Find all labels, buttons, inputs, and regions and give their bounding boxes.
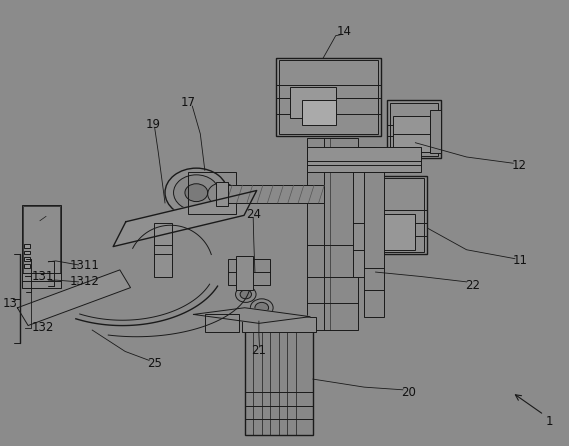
Bar [353,147,376,277]
Bar [225,185,324,203]
Circle shape [30,233,50,249]
Circle shape [250,299,273,317]
Bar [302,100,336,125]
Text: 24: 24 [246,207,261,221]
Bar [236,256,253,290]
Bar [216,182,228,206]
Circle shape [33,215,47,226]
Text: 17: 17 [180,96,195,109]
Text: 19: 19 [146,118,161,132]
Bar [290,87,336,118]
Circle shape [174,175,219,211]
Circle shape [27,211,52,231]
Circle shape [185,184,208,202]
Bar [24,264,30,268]
Text: 132: 132 [31,321,54,334]
Bar [381,178,424,252]
Bar [307,138,358,330]
Circle shape [294,94,326,119]
Bar [387,100,441,158]
Text: 1312: 1312 [69,275,99,289]
Bar [23,206,60,273]
Bar [154,223,172,277]
Text: 12: 12 [512,159,526,173]
Circle shape [255,302,269,313]
Circle shape [236,286,256,302]
Bar [430,110,441,153]
Text: 1: 1 [545,415,553,428]
Text: 21: 21 [251,343,266,357]
Circle shape [240,290,251,299]
Bar [205,314,239,332]
Bar [188,172,236,214]
Text: 1311: 1311 [69,259,99,272]
Bar [279,60,378,134]
Bar [228,259,270,285]
Text: 22: 22 [465,279,480,292]
Circle shape [35,237,45,245]
Bar [245,328,313,435]
Bar [24,244,30,248]
Bar [364,161,384,317]
Polygon shape [193,308,310,323]
Text: 11: 11 [513,254,528,268]
Polygon shape [113,190,257,247]
Bar [378,176,427,254]
Bar [242,317,316,332]
Bar [22,205,61,274]
Text: 14: 14 [337,25,352,38]
Text: 13: 13 [3,297,18,310]
Bar [24,257,30,261]
Bar [276,58,381,136]
Text: 20: 20 [401,386,416,399]
Bar [22,273,61,288]
Circle shape [165,168,228,217]
Text: 25: 25 [147,357,162,370]
Polygon shape [18,270,130,326]
Text: 131: 131 [31,270,54,283]
Bar [24,251,30,254]
Bar [393,116,430,152]
Bar [307,147,421,172]
Bar [390,103,438,156]
Bar [384,214,415,250]
